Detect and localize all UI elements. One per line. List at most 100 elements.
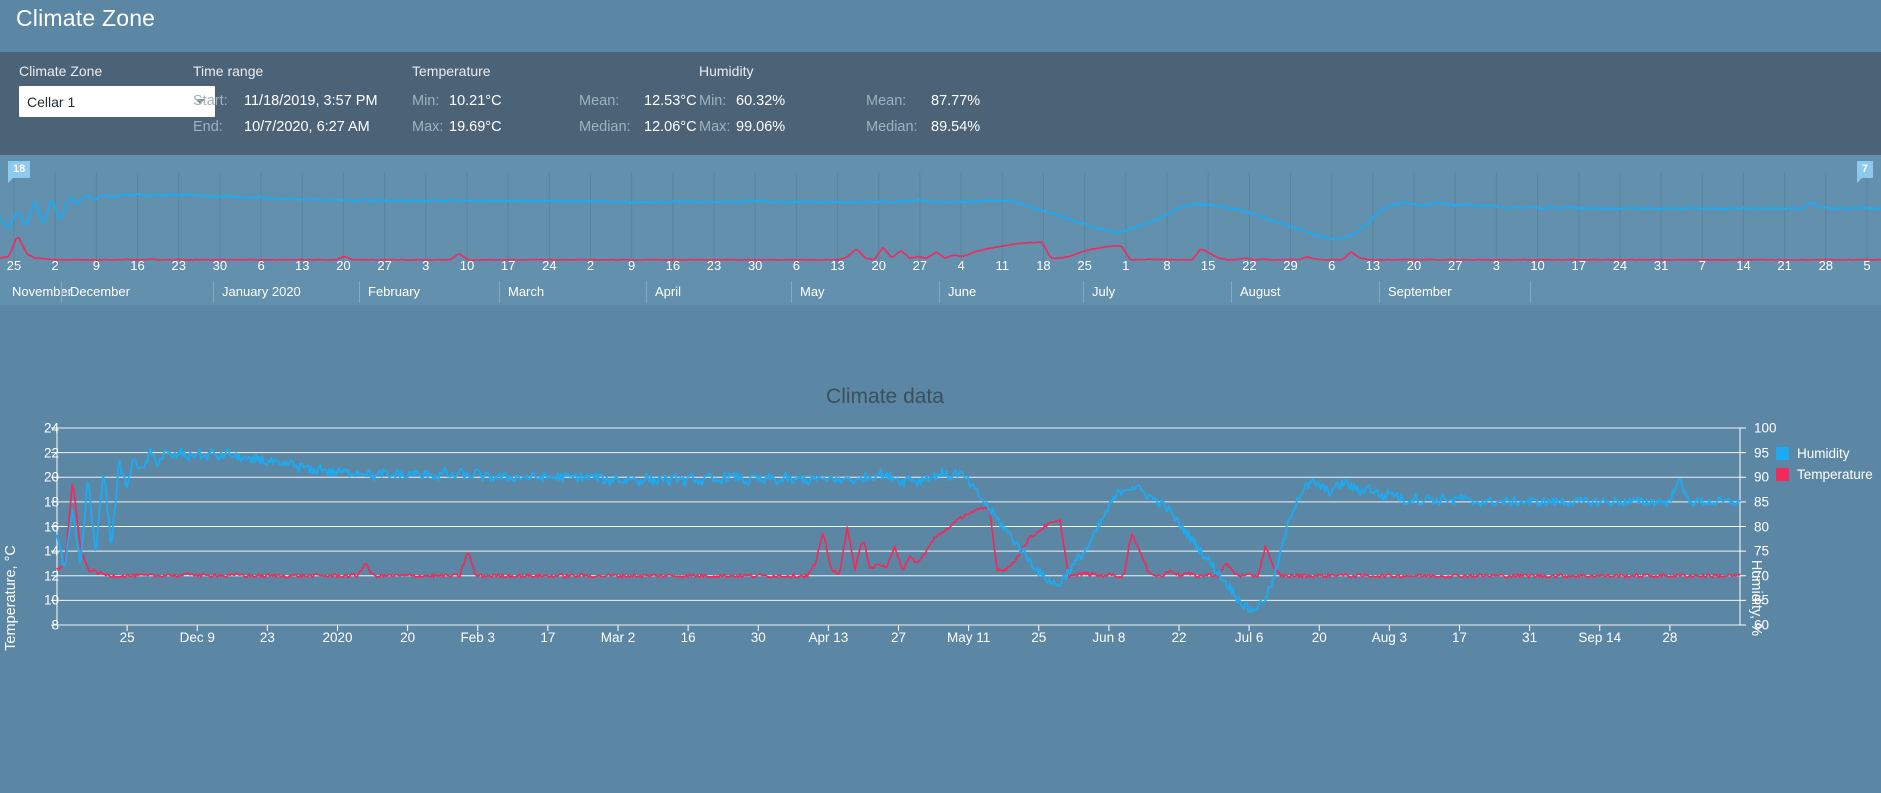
- navigator-day-tick: 24: [542, 258, 557, 273]
- temperature-max-value: 19.69°C: [449, 119, 502, 135]
- humidity-min-key: Min:: [699, 93, 727, 109]
- navigator-day-tick: 8: [1163, 258, 1171, 273]
- climate-chart: Temperature, °C Humidity, % 24 22 20 18 16 14…: [0, 420, 1881, 793]
- humidity-mean-key: Mean:: [866, 93, 907, 109]
- x-tick-label: Feb 3: [460, 630, 496, 645]
- legend-item-humidity[interactable]: Humidity: [1776, 443, 1873, 464]
- navigator-month-separator: [791, 281, 792, 303]
- x-tick-label: 28: [1662, 630, 1678, 645]
- x-tick-label: 20: [1311, 630, 1327, 645]
- y-tick-label-temperature: 20: [43, 469, 59, 485]
- navigator-month-tick: August: [1240, 284, 1281, 299]
- y-tick-label-humidity: 100: [1754, 420, 1777, 436]
- x-tick-label: 27: [890, 630, 907, 645]
- y-tick-label-humidity: 95: [1754, 445, 1770, 461]
- navigator-month-separator: [939, 281, 940, 303]
- time-range-title: Time range: [193, 63, 264, 79]
- y-tick-label-temperature: 22: [43, 445, 59, 461]
- navigator-day-tick: 20: [336, 258, 351, 273]
- range-navigator[interactable]: 18 7 25 2 9 16 23 30 6 13 20 27 3 10 17 24 2 9 16 23 30 6 13…: [0, 155, 1881, 305]
- y-tick-label-humidity: 85: [1754, 494, 1770, 510]
- navigator-month-tick: April: [655, 284, 682, 299]
- navigator-day-tick: 6: [257, 258, 265, 273]
- navigator-day-tick: 22: [1242, 258, 1257, 273]
- navigator-month-tick: January 2020: [222, 284, 301, 299]
- legend-item-temperature[interactable]: Temperature: [1776, 464, 1873, 485]
- y-tick-label-temperature: 14: [43, 543, 59, 559]
- navigator-day-tick: 3: [1492, 258, 1501, 273]
- x-tick-label: Jul 6: [1234, 630, 1264, 645]
- x-tick-label: 17: [1451, 630, 1468, 645]
- x-tick-label: 2020: [322, 630, 353, 645]
- time-range-start-value: 11/18/2019, 3:57 PM: [244, 93, 378, 109]
- navigator-month-tick: December: [70, 284, 130, 299]
- navigator-month-tick: July: [1092, 284, 1116, 299]
- navigator-day-tick: 20: [1406, 258, 1422, 273]
- navigator-day-tick: 30: [212, 258, 228, 273]
- page-title: Climate Zone: [16, 5, 156, 31]
- navigator-month-separator: [1530, 281, 1531, 303]
- chart-legend: Humidity Temperature: [1776, 443, 1873, 485]
- navigator-day-tick: 13: [1365, 258, 1381, 273]
- humidity-median-value: 89.54%: [931, 119, 981, 135]
- chart-title: Climate data: [826, 385, 944, 408]
- navigator-day-tick: 29: [1283, 258, 1298, 273]
- navigator-month-axis: November December January 2020 February Marc…: [0, 284, 1881, 305]
- y-tick-label-humidity: 90: [1754, 469, 1770, 485]
- navigator-day-tick: 6: [792, 258, 800, 273]
- navigator-day-tick: 7: [1698, 258, 1706, 273]
- navigator-day-tick: 13: [830, 258, 845, 273]
- x-tick-label: 16: [680, 630, 696, 645]
- navigator-day-tick: 28: [1818, 258, 1834, 273]
- climate-zone-selected-value: Cellar 1: [27, 93, 76, 110]
- navigator-day-tick: 23: [171, 258, 186, 273]
- temperature-min-value: 10.21°C: [449, 93, 502, 109]
- temperature-max-key: Max:: [412, 119, 444, 135]
- y-axis-title-temperature: Temperature, °C: [2, 545, 19, 651]
- x-tick-label: Mar 2: [600, 630, 636, 645]
- x-tick-label: 23: [259, 630, 275, 645]
- navigator-month-tick: February: [368, 284, 421, 299]
- navigator-day-tick: 16: [665, 258, 681, 273]
- x-tick-label: 25: [119, 630, 135, 645]
- navigator-day-tick: 25: [6, 258, 22, 273]
- time-range-end-key: End:: [193, 119, 223, 135]
- legend-swatch-temperature: [1776, 468, 1789, 481]
- navigator-day-tick: 31: [1653, 258, 1669, 273]
- navigator-day-tick: 27: [912, 258, 928, 273]
- temperature-mean-key: Mean:: [579, 93, 620, 109]
- humidity-max-value: 99.06%: [736, 119, 786, 135]
- navigator-day-tick: 17: [500, 258, 516, 273]
- y-tick-label-temperature: 16: [43, 519, 59, 534]
- x-tick-label: 30: [750, 630, 766, 645]
- climate-zone-select[interactable]: Cellar 1: [19, 86, 215, 117]
- navigator-day-tick: 15: [1200, 258, 1216, 273]
- x-tick-label: 20: [400, 630, 416, 645]
- navigator-handle-right[interactable]: 7: [1856, 161, 1873, 183]
- legend-label-humidity: Humidity: [1797, 446, 1850, 461]
- temperature-stats-title: Temperature: [412, 63, 491, 79]
- humidity-stats-title: Humidity: [699, 63, 754, 79]
- y-tick-label-humidity: 80: [1754, 519, 1770, 534]
- navigator-day-tick: 1: [1122, 258, 1130, 273]
- navigator-day-tick: 2: [586, 258, 595, 273]
- navigator-day-tick: 27: [377, 258, 392, 273]
- navigator-day-tick: 25: [1077, 258, 1092, 273]
- y-tick-label-humidity: 65: [1754, 592, 1770, 608]
- navigator-day-tick: 27: [1447, 258, 1463, 273]
- navigator-month-tick: November: [12, 284, 72, 299]
- navigator-day-tick: 3: [422, 258, 430, 273]
- navigator-day-tick: 9: [92, 258, 100, 273]
- y-tick-label-humidity: 75: [1754, 543, 1770, 559]
- time-range-group: Time range Start: 11/18/2019, 3:57 PM En…: [193, 63, 404, 140]
- chevron-down-icon: [195, 99, 205, 104]
- navigator-handle-left[interactable]: 18: [8, 161, 31, 183]
- navigator-month-separator: [1083, 281, 1084, 303]
- x-tick-label: 22: [1171, 630, 1187, 645]
- navigator-day-axis: 25 2 9 16 23 30 6 13 20 27 3 10 17 24 2 9 16 23 30 6 13 20 27 4…: [0, 258, 1881, 278]
- navigator-day-tick: 18: [1036, 258, 1051, 273]
- summary-panel: Climate Zone Cellar 1 Time range Start: …: [0, 52, 1881, 155]
- navigator-day-tick: 11: [995, 258, 1010, 273]
- y-tick-label-temperature: 10: [43, 592, 59, 608]
- navigator-day-tick: 17: [1571, 258, 1586, 273]
